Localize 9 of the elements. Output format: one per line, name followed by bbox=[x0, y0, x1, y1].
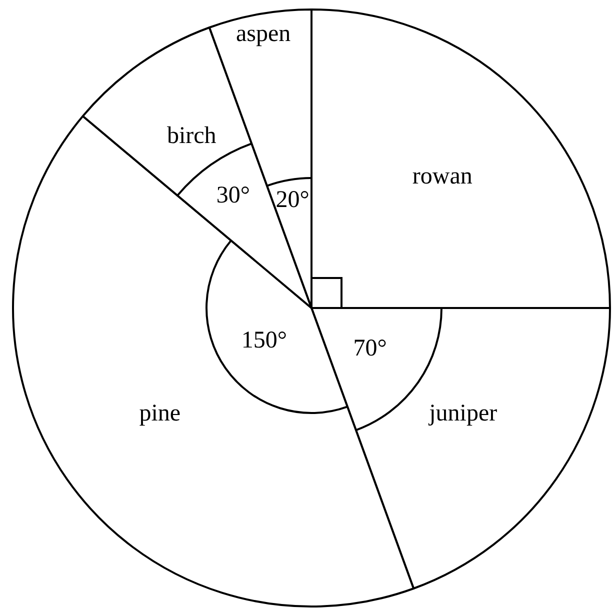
data-label: 30° bbox=[216, 182, 250, 208]
slice-label: birch bbox=[166, 123, 216, 150]
data-label: 150° bbox=[241, 327, 287, 354]
slice-label: juniper bbox=[428, 400, 498, 426]
slice-label: aspen bbox=[236, 20, 291, 47]
data-label: 20° bbox=[276, 186, 310, 213]
slice-label: rowan bbox=[412, 163, 472, 190]
slice-label: pine bbox=[139, 400, 181, 426]
data-label: 70° bbox=[353, 335, 387, 362]
